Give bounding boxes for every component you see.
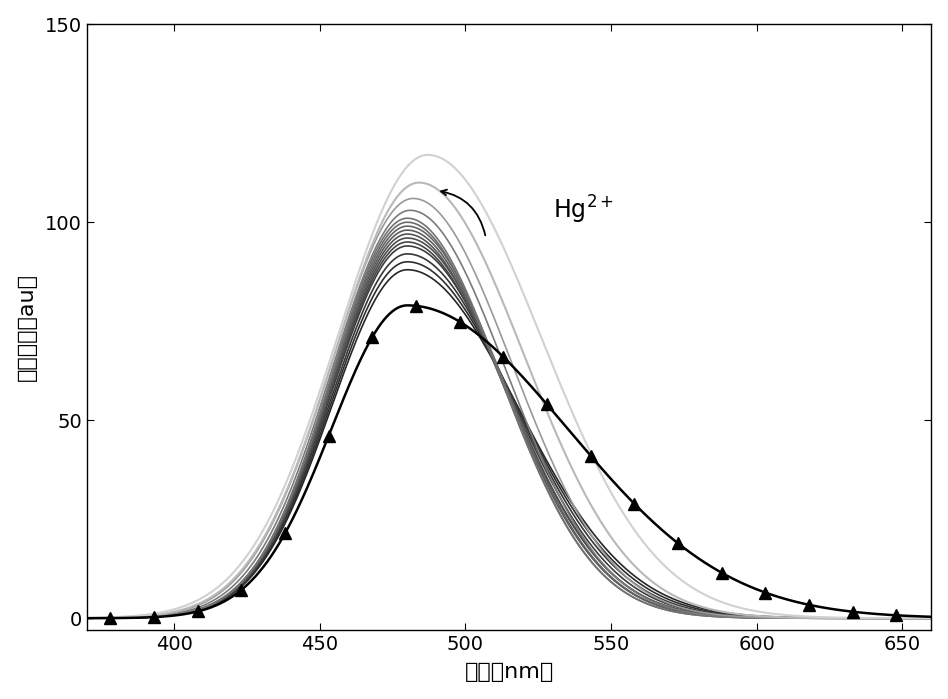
Text: Hg$^{2+}$: Hg$^{2+}$ — [553, 194, 613, 226]
Y-axis label: 荺光强度（au）: 荺光强度（au） — [17, 273, 37, 381]
X-axis label: 波长（nm）: 波长（nm） — [465, 663, 554, 682]
